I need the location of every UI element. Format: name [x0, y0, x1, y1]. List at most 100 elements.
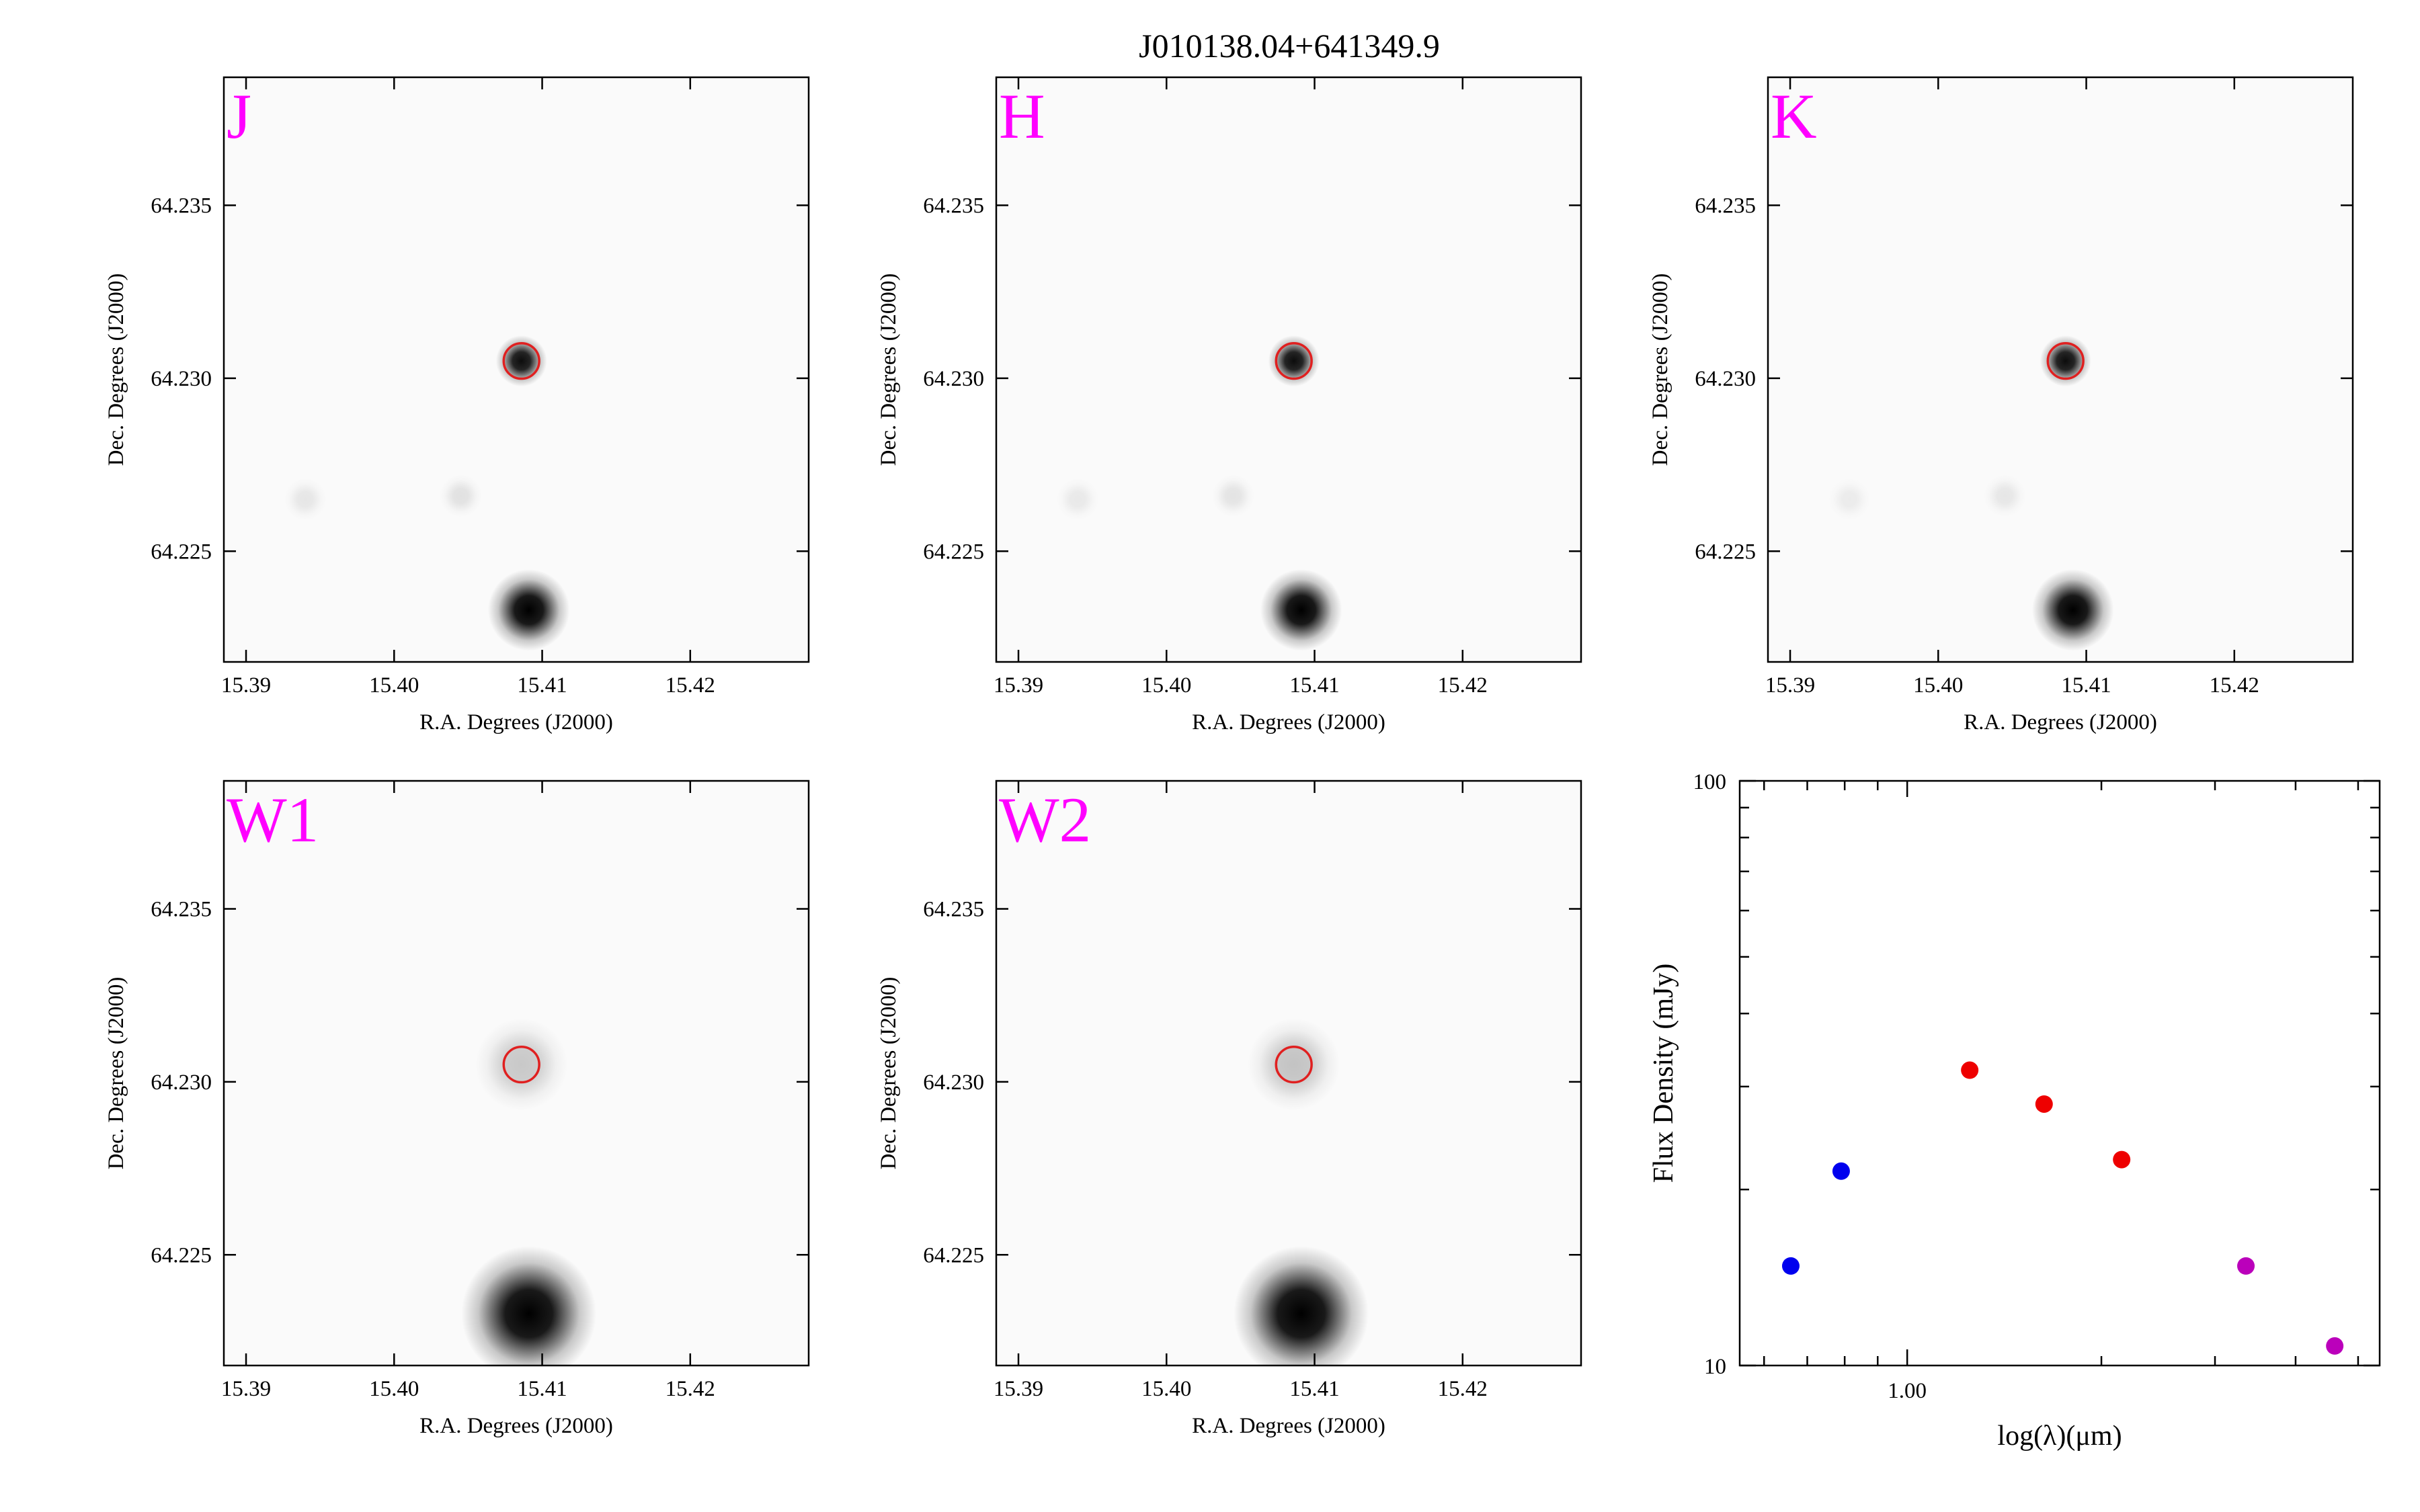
x-tick-label: 1.00 — [1888, 1379, 1927, 1403]
x-axis-label: log(λ)(μm) — [1997, 1421, 2122, 1452]
panel-j: 15.39 15.40 15.41 15.42 64.225 64.230 64.235 R.… — [104, 76, 810, 734]
y-tick-label: 64.235 — [923, 194, 984, 218]
plot-frame — [223, 76, 810, 663]
target-source — [1247, 1018, 1340, 1111]
y-tick-label: 64.225 — [151, 1243, 212, 1267]
aperture-circle — [2046, 341, 2085, 380]
band-label: W1 — [227, 784, 319, 855]
y-tick-label: 64.225 — [1695, 540, 1756, 564]
band-label: H — [999, 81, 1045, 152]
aperture-circle — [1275, 1045, 1313, 1084]
y-tick-label: 64.235 — [151, 194, 212, 218]
y-tick-label: 64.230 — [151, 1070, 212, 1095]
y-axis-label: Dec. Degrees (J2000) — [877, 274, 901, 466]
x-tick-label: 15.39 — [221, 673, 271, 698]
field-source — [439, 474, 483, 517]
sources — [461, 1018, 597, 1366]
field-source — [2031, 569, 2114, 651]
field-source — [1234, 1246, 1369, 1366]
x-tick-label: 15.42 — [666, 1377, 715, 1401]
plot-frame — [1767, 76, 2354, 663]
y-tick-label: 64.225 — [923, 540, 984, 564]
y-tick-label: 64.235 — [923, 897, 984, 921]
x-tick-label: 15.40 — [1913, 673, 1963, 698]
y-axis-label: Flux Density (mJy) — [1648, 964, 1679, 1183]
band-label: J — [227, 81, 251, 152]
sed-point — [2237, 1257, 2255, 1275]
x-tick-label: 15.42 — [1438, 673, 1488, 698]
band-label: K — [1771, 81, 1817, 152]
aperture-circle — [1275, 341, 1313, 380]
x-tick-label: 15.39 — [221, 1377, 271, 1401]
aperture-circle — [502, 341, 540, 380]
sed-point — [2113, 1150, 2131, 1169]
x-axis-label: R.A. Degrees (J2000) — [1192, 710, 1385, 734]
x-axis-label: R.A. Degrees (J2000) — [419, 710, 613, 734]
x-tick-label: 15.41 — [1289, 1377, 1339, 1401]
sed-point — [1961, 1061, 1979, 1079]
y-tick-label: 64.225 — [923, 1243, 984, 1267]
aperture-circle — [502, 1045, 540, 1084]
field-source — [1056, 478, 1099, 521]
target-source — [475, 1018, 568, 1111]
field-source — [1260, 569, 1342, 651]
plot-frame — [995, 780, 1582, 1367]
y-tick-label: 64.230 — [923, 1070, 984, 1095]
y-tick-label: 10 — [1704, 1355, 1726, 1379]
sed-series — [2237, 1257, 2344, 1355]
x-tick-label: 15.42 — [2210, 673, 2259, 698]
sources — [1234, 1018, 1369, 1366]
sed-point — [2326, 1337, 2344, 1355]
x-tick-label: 15.41 — [2061, 673, 2111, 698]
sed-point — [1781, 1257, 1800, 1275]
x-tick-label: 15.41 — [517, 673, 567, 698]
x-tick-label: 15.42 — [1438, 1377, 1488, 1401]
y-axis-label: Dec. Degrees (J2000) — [104, 977, 128, 1170]
x-tick-label: 15.40 — [1141, 1377, 1191, 1401]
y-axis-label: Dec. Degrees (J2000) — [877, 977, 901, 1170]
panel-k: 15.39 15.40 15.41 15.42 64.225 64.230 64.235 R.… — [1648, 76, 2354, 734]
panel-w2: 15.39 15.40 15.41 15.42 64.225 64.230 64.235 R.… — [877, 780, 1582, 1438]
panels: 15.39 15.40 15.41 15.42 64.225 64.230 64.235 R.… — [104, 76, 2381, 1452]
figure-title: J010138.04+641349.9 — [1139, 27, 1440, 65]
sed-series — [1961, 1061, 2131, 1169]
field-source — [1828, 478, 1871, 521]
y-tick-label: 64.230 — [1695, 367, 1756, 391]
x-tick-label: 15.42 — [666, 673, 715, 698]
y-axis-label: Dec. Degrees (J2000) — [104, 274, 128, 466]
y-tick-label: 64.230 — [923, 367, 984, 391]
x-tick-label: 15.40 — [369, 673, 419, 698]
y-axis-label: Dec. Degrees (J2000) — [1648, 274, 1672, 466]
field-source — [284, 478, 327, 521]
y-tick-label: 64.235 — [1695, 194, 1756, 218]
x-tick-label: 15.39 — [994, 1377, 1043, 1401]
x-tick-label: 15.39 — [994, 673, 1043, 698]
plot-frame — [995, 76, 1582, 663]
x-tick-label: 15.39 — [1765, 673, 1815, 698]
plot-frame — [1738, 780, 2381, 1367]
field-source — [1211, 474, 1255, 517]
x-tick-label: 15.40 — [1141, 673, 1191, 698]
plot-frame — [223, 780, 810, 1367]
field-source — [1983, 474, 2027, 517]
band-label: W2 — [999, 784, 1091, 855]
y-tick-label: 64.230 — [151, 367, 212, 391]
x-tick-label: 15.40 — [369, 1377, 419, 1401]
sed-series — [1781, 1162, 1850, 1275]
y-tick-label: 64.235 — [151, 897, 212, 921]
x-axis-label: R.A. Degrees (J2000) — [1192, 1414, 1385, 1438]
sed-point — [2035, 1095, 2053, 1113]
x-axis-label: R.A. Degrees (J2000) — [1964, 710, 2157, 734]
y-tick-label: 64.225 — [151, 540, 212, 564]
field-source — [487, 569, 570, 651]
panel-w1: 15.39 15.40 15.41 15.42 64.225 64.230 64.235 R.… — [104, 780, 810, 1438]
sed-panel: 1.00 10 100 log(λ)(μm) Flux Density (mJy) — [1648, 770, 2381, 1452]
x-tick-label: 15.41 — [517, 1377, 567, 1401]
panel-h: 15.39 15.40 15.41 15.42 64.225 64.230 64.235 R.… — [877, 76, 1582, 734]
y-tick-label: 100 — [1693, 770, 1727, 794]
field-source — [461, 1246, 597, 1366]
x-tick-label: 15.41 — [1289, 673, 1339, 698]
x-axis-label: R.A. Degrees (J2000) — [419, 1414, 613, 1438]
sed-point — [1832, 1162, 1850, 1180]
